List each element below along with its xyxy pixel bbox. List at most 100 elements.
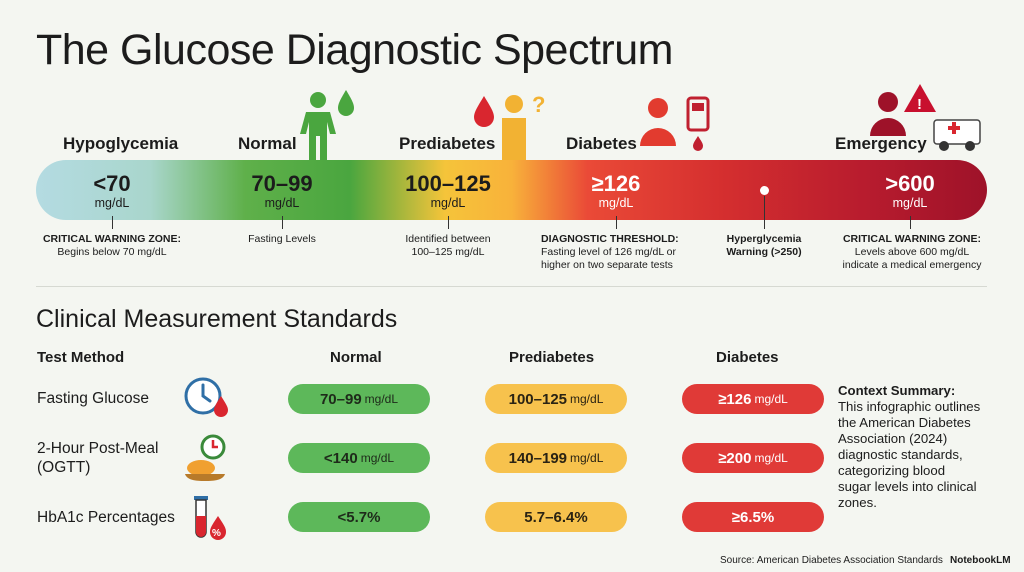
cell-ogtt-prediabetes: 140–199 mg/dL: [485, 443, 627, 473]
note-line: Warning (>250): [726, 246, 802, 258]
cell-value: 5.7–6.4%: [524, 508, 588, 526]
cell-hba1c-diabetes: ≥6.5%: [682, 502, 824, 532]
note-hypoglycemia: CRITICAL WARNING ZONE: Begins below 70 m…: [32, 233, 192, 259]
blood-drop-question-icon: ?: [474, 92, 545, 160]
range-number: >600: [885, 171, 935, 196]
category-label-prediabetes: Prediabetes: [399, 134, 496, 153]
context-summary: Context Summary: This infographic outlin…: [838, 383, 998, 511]
range-value-hypoglycemia: <70 mg/dL: [72, 171, 152, 211]
test-tube-percent-icon: %: [194, 496, 226, 540]
cell-unit: mg/dL: [754, 392, 788, 406]
range-value-prediabetes: 100–125 mg/dL: [393, 171, 503, 211]
tick: [282, 216, 283, 229]
tick: [112, 216, 113, 229]
range-number: 100–125: [405, 171, 491, 196]
note-heading: CRITICAL WARNING ZONE:: [42, 233, 182, 245]
note-heading: DIAGNOSTIC THRESHOLD:: [541, 233, 679, 245]
note-hyperglycemia: Hyperglycemia Warning (>250): [714, 233, 814, 259]
category-label-emergency: Emergency: [835, 134, 927, 153]
range-unit: mg/dL: [598, 196, 634, 210]
range-number: 70–99: [251, 171, 313, 196]
cell-value: ≥200: [718, 449, 752, 467]
cell-unit: mg/dL: [360, 451, 395, 465]
range-value-emergency: >600 mg/dL: [865, 171, 955, 211]
context-line: zones.: [838, 495, 877, 510]
note-line: Fasting level of 126 mg/dL or: [541, 246, 677, 258]
cell-value: ≥126: [718, 390, 752, 408]
row-label-text: Fasting Glucose: [37, 390, 149, 407]
svg-text:?: ?: [532, 92, 545, 117]
tick: [448, 216, 449, 229]
context-heading: Context Summary:: [838, 383, 956, 398]
range-unit: mg/dL: [264, 196, 300, 210]
row-label-text: HbA1c Percentages: [37, 509, 175, 526]
cell-hba1c-prediabetes: 5.7–6.4%: [485, 502, 627, 532]
meal-timer-icon: [185, 434, 226, 481]
note-prediabetes: Identified between 100–125 mg/dL: [388, 233, 508, 259]
context-line: Association (2024): [838, 431, 948, 446]
note-line: indicate a medical emergency: [842, 259, 982, 271]
cell-value: <5.7%: [337, 508, 381, 526]
cell-fasting-normal: 70–99 mg/dL: [288, 384, 430, 414]
cell-value: 140–199: [508, 449, 568, 467]
context-line: diagnostic standards,: [838, 447, 963, 462]
cell-unit: mg/dL: [754, 451, 788, 465]
cell-unit: mg/dL: [570, 451, 604, 465]
cell-fasting-diabetes: ≥126 mg/dL: [682, 384, 824, 414]
cell-fasting-prediabetes: 100–125 mg/dL: [485, 384, 627, 414]
note-heading: CRITICAL WARNING ZONE:: [842, 233, 982, 245]
note-line: Levels above 600 mg/dL: [854, 246, 970, 258]
category-label-diabetes: Diabetes: [566, 134, 637, 153]
cell-value: 70–99: [319, 390, 362, 408]
range-unit: mg/dL: [430, 196, 466, 210]
context-line: This infographic outlines: [838, 399, 981, 414]
note-line: Identified between: [405, 233, 491, 245]
context-line: the American Diabetes: [838, 415, 971, 430]
range-number: ≥126: [591, 171, 641, 196]
column-header-diabetes: Diabetes: [716, 349, 779, 366]
hyperglycemia-marker: [760, 186, 769, 195]
cell-hba1c-normal: <5.7%: [288, 502, 430, 532]
tick: [910, 216, 911, 229]
person-glucometer-icon: [640, 96, 710, 151]
cell-ogtt-normal: <140 mg/dL: [288, 443, 430, 473]
section-divider: [36, 286, 987, 287]
row-label-text: 2-Hour Post-Meal: [37, 440, 159, 457]
note-heading: Hyperglycemia: [726, 233, 802, 245]
category-label-normal: Normal: [238, 134, 297, 153]
cell-unit: mg/dL: [364, 392, 399, 406]
note-line: higher on two separate tests: [541, 259, 673, 271]
svg-text:%: %: [212, 528, 221, 539]
range-number: <70: [93, 171, 131, 196]
clock-blood-drop-icon: [184, 377, 228, 417]
note-line: Fasting Levels: [248, 233, 316, 245]
row-label-hba1c: HbA1c Percentages: [37, 508, 175, 527]
row-label-text: (OGTT): [37, 459, 91, 476]
row-label-ogtt: 2-Hour Post-Meal (OGTT): [37, 439, 158, 477]
note-diabetes: DIAGNOSTIC THRESHOLD: Fasting level of 1…: [541, 233, 691, 272]
cell-unit: mg/dL: [570, 392, 604, 406]
note-line: Begins below 70 mg/dL: [57, 246, 167, 258]
range-unit: mg/dL: [892, 196, 928, 210]
standards-title: Clinical Measurement Standards: [36, 305, 398, 333]
context-line: categorizing blood: [838, 463, 946, 478]
context-line: sugar levels into clinical: [838, 479, 977, 494]
range-value-normal: 70–99 mg/dL: [232, 171, 332, 211]
column-header-prediabetes: Prediabetes: [509, 349, 595, 366]
person-drop-icon: [300, 90, 354, 160]
cell-ogtt-diabetes: ≥200 mg/dL: [682, 443, 824, 473]
category-label-hypoglycemia: Hypoglycemia: [63, 134, 179, 153]
cell-value: <140: [323, 449, 358, 467]
column-header-method: Test Method: [37, 349, 125, 366]
note-normal: Fasting Levels: [222, 233, 342, 246]
glucose-spectrum-bar: [36, 160, 987, 220]
note-line: 100–125 mg/dL: [411, 246, 485, 258]
alert-ambulance-icon: !: [870, 84, 981, 151]
note-emergency: CRITICAL WARNING ZONE: Levels above 600 …: [832, 233, 992, 272]
svg-text:!: !: [917, 96, 922, 113]
page-title: The Glucose Diagnostic Spectrum: [36, 26, 673, 74]
tick: [616, 216, 617, 229]
range-unit: mg/dL: [94, 196, 130, 210]
column-header-normal: Normal: [330, 349, 382, 366]
brand-label: NotebookLM: [950, 555, 1011, 566]
